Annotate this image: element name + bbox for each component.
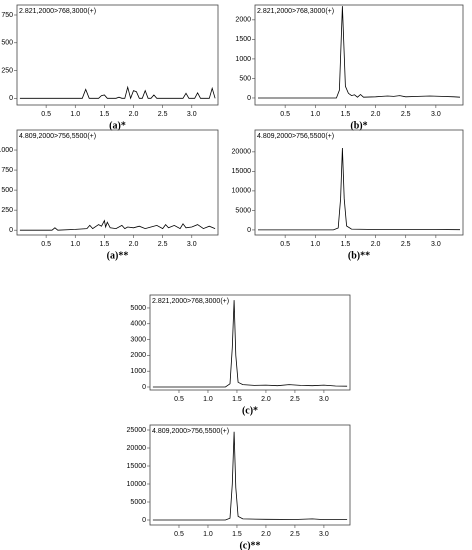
y-tick-label: 1000 — [235, 56, 251, 63]
x-tick-label: 3.0 — [187, 241, 197, 248]
y-tick-label: 10000 — [232, 188, 252, 195]
x-tick-label: 0.5 — [280, 241, 290, 248]
x-tick-label: 2.5 — [158, 241, 168, 248]
x-tick-label: 1.0 — [310, 241, 320, 248]
chromatogram-line — [258, 147, 461, 231]
x-tick-label: 3.0 — [319, 396, 329, 403]
y-tick-label: 250 — [1, 207, 13, 214]
y-tick-label: 250 — [1, 67, 13, 74]
annotation: 4.809,2000>756,5500(+) — [152, 428, 229, 435]
x-tick-label: 0.5 — [41, 241, 51, 248]
x-tick-label: 1.0 — [203, 531, 213, 538]
x-tick-label: 1.0 — [70, 241, 80, 248]
annotation: 4.809,2000>756,5500(+) — [257, 133, 334, 140]
panel-caption: (c)** — [239, 540, 260, 550]
x-tick-label: 1.5 — [100, 241, 110, 248]
y-tick-label: 2000 — [130, 352, 146, 359]
x-tick-label: 2.0 — [371, 241, 381, 248]
x-tick-label: 1.0 — [70, 111, 80, 118]
x-tick-label: 2.5 — [158, 111, 168, 118]
x-tick-label: 2.0 — [261, 396, 271, 403]
chromatogram-line — [258, 6, 461, 99]
y-tick-label: 15000 — [232, 168, 252, 175]
plot-frame — [149, 294, 351, 391]
x-tick-label: 1.5 — [232, 396, 242, 403]
chromatogram-line — [152, 300, 348, 388]
y-tick-label: 5000 — [130, 305, 146, 312]
y-tick-label: 15000 — [127, 463, 147, 470]
y-tick-label: 25000 — [127, 427, 147, 434]
x-tick-label: 3.0 — [431, 241, 441, 248]
x-tick-label: 2.0 — [261, 531, 271, 538]
annotation: 2.821,2000>768,3000(+) — [19, 8, 96, 15]
y-tick-label: 1500 — [235, 36, 251, 43]
panel-caption: (b)** — [348, 250, 370, 261]
y-tick-label: 0 — [9, 95, 13, 102]
y-tick-label: 10000 — [127, 481, 147, 488]
chromatogram-line — [152, 431, 348, 521]
x-tick-label: 1.5 — [232, 531, 242, 538]
x-tick-label: 2.0 — [129, 241, 139, 248]
x-tick-label: 1.5 — [100, 111, 110, 118]
annotation: 4.809,2000>756,5500(+) — [19, 133, 96, 140]
plot-frame — [149, 424, 351, 526]
x-tick-label: 2.5 — [401, 111, 411, 118]
y-tick-label: 4000 — [130, 321, 146, 328]
y-tick-label: 750 — [1, 167, 13, 174]
panel-caption: (a)** — [107, 250, 129, 261]
y-tick-label: 0 — [9, 227, 13, 234]
x-tick-label: 2.5 — [401, 241, 411, 248]
annotation: 2.821,2000>768,3000(+) — [257, 8, 334, 15]
y-tick-label: 500 — [1, 187, 13, 194]
y-tick-label: 0 — [247, 227, 251, 234]
x-tick-label: 3.0 — [431, 111, 441, 118]
x-tick-label: 2.0 — [371, 111, 381, 118]
y-tick-label: 500 — [1, 40, 13, 47]
y-tick-label: 5000 — [235, 207, 251, 214]
x-tick-label: 2.5 — [290, 531, 300, 538]
y-tick-label: 2000 — [235, 17, 251, 24]
x-tick-label: 0.5 — [174, 531, 184, 538]
y-tick-label: 1000 — [130, 368, 146, 375]
panel-caption: (c)* — [242, 405, 258, 416]
plot-frame — [254, 129, 464, 236]
x-tick-label: 1.0 — [203, 396, 213, 403]
y-tick-label: 1000 — [0, 147, 13, 154]
y-tick-label: 5000 — [130, 499, 146, 506]
y-tick-label: 20000 — [127, 445, 147, 452]
y-tick-label: 3000 — [130, 336, 146, 343]
y-tick-label: 750 — [1, 12, 13, 19]
panel-caption: (b)* — [350, 120, 367, 131]
y-tick-label: 0 — [142, 517, 146, 524]
y-tick-label: 0 — [247, 95, 251, 102]
chromatogram-line — [19, 219, 216, 231]
x-tick-label: 0.5 — [280, 111, 290, 118]
x-tick-label: 0.5 — [174, 396, 184, 403]
plot-frame — [16, 4, 219, 106]
chromatogram-line — [19, 85, 216, 100]
y-tick-label: 500 — [239, 75, 251, 82]
x-tick-label: 1.5 — [341, 241, 351, 248]
x-tick-label: 3.0 — [319, 531, 329, 538]
x-tick-label: 1.5 — [341, 111, 351, 118]
plot-frame — [16, 129, 219, 236]
x-tick-label: 1.0 — [310, 111, 320, 118]
annotation: 2.821,2000>768,3000(+) — [152, 298, 229, 305]
y-tick-label: 20000 — [232, 149, 252, 156]
x-tick-label: 3.0 — [187, 111, 197, 118]
x-tick-label: 2.0 — [129, 111, 139, 118]
panel-caption: (a)* — [109, 120, 126, 131]
plot-frame — [254, 4, 464, 106]
y-tick-label: 0 — [142, 384, 146, 391]
x-tick-label: 2.5 — [290, 396, 300, 403]
x-tick-label: 0.5 — [41, 111, 51, 118]
